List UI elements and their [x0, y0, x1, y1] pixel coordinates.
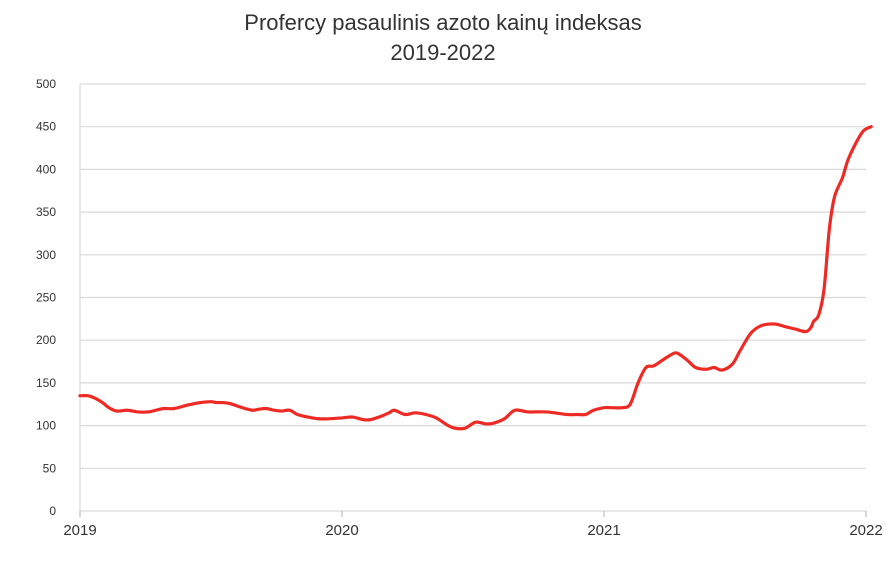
series-line-0: [78, 125, 873, 431]
y-tick-label: 450: [36, 120, 56, 134]
y-tick-label: 250: [36, 291, 56, 305]
y-tick-label: 50: [43, 461, 57, 475]
axes: 0 50 100 150 200 250 300 350 400 450 500 2019 2020 20…: [36, 77, 883, 539]
chart-title: Profercy pasaulinis azoto kainų indeksas: [244, 10, 642, 35]
y-tick-label: 200: [36, 333, 56, 347]
y-tick-label: 350: [36, 205, 56, 219]
y-tick-label: 400: [36, 162, 56, 176]
series-layer: [78, 125, 873, 431]
x-tick-label: 2020: [325, 522, 358, 539]
chart-subtitle: 2019-2022: [390, 40, 496, 65]
x-tick-label: 2022: [849, 522, 882, 539]
x-tick-label: 2021: [587, 522, 620, 539]
y-tick-label: 150: [36, 376, 56, 390]
y-tick-label: 0: [49, 504, 56, 518]
x-tick-label: 2019: [63, 522, 96, 539]
y-tick-label: 500: [36, 77, 56, 91]
y-tick-label: 100: [36, 419, 56, 433]
y-tick-label: 300: [36, 248, 56, 262]
gridlines: [80, 83, 866, 469]
